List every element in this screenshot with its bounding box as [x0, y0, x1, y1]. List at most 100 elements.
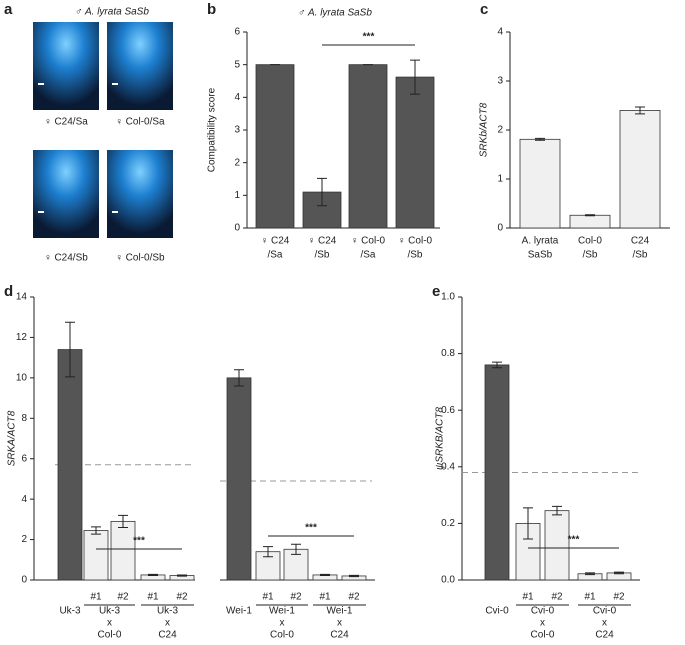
- y-tick-label: 0: [497, 223, 503, 234]
- error-bar: [320, 573, 330, 577]
- group-label: x: [540, 618, 545, 629]
- x-tick-label: #2: [290, 592, 302, 603]
- x-tick-label: #2: [117, 592, 129, 603]
- y-tick-label: 0.0: [441, 575, 455, 586]
- error-bar: [291, 543, 301, 555]
- x-tick-label: /Sb: [582, 250, 597, 261]
- group-label: C24: [595, 630, 614, 641]
- significance-label: ***: [305, 523, 317, 534]
- x-tick-label: ♀ C24: [261, 236, 290, 247]
- micrograph: [107, 150, 173, 238]
- group-label: Wei-1: [327, 606, 353, 617]
- micrograph: [107, 22, 173, 110]
- image-label: ♀ Col-0/Sb: [115, 253, 165, 264]
- y-axis-label: ψSRKB/ACT8: [435, 407, 446, 470]
- group-label: Col-0: [270, 630, 294, 641]
- group-label: x: [280, 618, 285, 629]
- y-tick-label: 14: [16, 292, 28, 303]
- group-label: Uk-3: [59, 606, 81, 617]
- panel-label: b: [207, 1, 216, 18]
- y-tick-label: 2: [234, 157, 240, 168]
- image-label: ♀ C24/Sa: [44, 117, 88, 128]
- error-bar: [118, 514, 128, 528]
- x-tick-label: #1: [90, 592, 102, 603]
- x-tick-label: /Sa: [267, 250, 282, 261]
- bar: [255, 64, 295, 229]
- error-bar: [535, 137, 545, 141]
- y-tick-label: 4: [497, 27, 503, 38]
- bar: [484, 364, 510, 581]
- group-label: x: [337, 618, 342, 629]
- error-bar: [317, 177, 327, 207]
- x-tick-label: /Sb: [407, 250, 422, 261]
- group-label: x: [602, 618, 607, 629]
- y-tick-label: 2: [21, 534, 27, 545]
- x-tick-label: /Sa: [360, 250, 375, 261]
- y-tick-label: 10: [16, 372, 28, 383]
- bar: [110, 520, 136, 581]
- group-label: C24: [158, 630, 177, 641]
- micrograph: [33, 22, 99, 110]
- group-label: Uk-3: [99, 606, 121, 617]
- group-label: Wei-1: [269, 606, 295, 617]
- y-tick-label: 6: [21, 453, 27, 464]
- error-bar: [614, 571, 624, 575]
- x-tick-label: ♀ Col-0: [398, 236, 433, 247]
- y-axis-label: Compatibility score: [207, 87, 218, 172]
- error-bar: [263, 546, 273, 558]
- group-label: Cvi-0: [593, 606, 617, 617]
- y-tick-label: 0: [234, 223, 240, 234]
- significance-label: ***: [133, 536, 145, 547]
- group-label: Wei-1: [226, 606, 252, 617]
- error-bar: [91, 526, 101, 535]
- x-tick-label: SaSb: [528, 250, 553, 261]
- y-axis-label: SRKA/ACT8: [7, 410, 18, 466]
- x-tick-label: #1: [319, 592, 331, 603]
- y-tick-label: 4: [21, 494, 27, 505]
- micrograph: [33, 150, 99, 238]
- x-tick-label: #2: [613, 592, 625, 603]
- y-tick-label: 3: [234, 125, 240, 136]
- x-tick-label: #1: [522, 592, 534, 603]
- y-tick-label: 0: [21, 575, 27, 586]
- x-tick-label: #1: [147, 592, 159, 603]
- panel-label: d: [4, 283, 13, 300]
- y-tick-label: 8: [21, 413, 27, 424]
- bar: [519, 138, 561, 229]
- bar: [569, 214, 611, 229]
- y-tick-label: 6: [234, 27, 240, 38]
- x-tick-label: A. lyrata: [522, 236, 559, 247]
- group-label: C24: [330, 630, 349, 641]
- y-tick-label: 1: [497, 174, 503, 185]
- y-tick-label: 0.2: [441, 518, 455, 529]
- bar: [395, 76, 435, 229]
- bar: [226, 377, 252, 581]
- chart-title: ♂ A. lyrata SaSb: [298, 8, 372, 19]
- significance-label: ***: [568, 535, 580, 546]
- bar: [619, 110, 661, 229]
- y-tick-label: 0.6: [441, 405, 455, 416]
- bar: [57, 349, 83, 581]
- x-tick-label: ♀ Col-0: [351, 236, 386, 247]
- group-label: Col-0: [531, 630, 555, 641]
- y-tick-label: 0.8: [441, 348, 455, 359]
- y-tick-label: 0.4: [441, 461, 455, 472]
- y-tick-label: 5: [234, 59, 240, 70]
- y-axis-label: SRKb/ACT8: [479, 102, 490, 157]
- error-bar: [148, 573, 158, 577]
- error-bar: [585, 214, 595, 217]
- group-label: x: [165, 618, 170, 629]
- x-tick-label: /Sb: [632, 250, 647, 261]
- image-label: ♀ C24/Sb: [44, 253, 88, 264]
- bar: [83, 530, 109, 581]
- error-bar: [523, 507, 533, 540]
- group-label: Cvi-0: [485, 606, 509, 617]
- significance-label: ***: [363, 32, 375, 43]
- panel-label: e: [432, 283, 440, 300]
- x-tick-label: #1: [584, 592, 596, 603]
- panel-label: c: [480, 1, 488, 18]
- x-tick-label: #2: [348, 592, 360, 603]
- group-label: Col-0: [98, 630, 122, 641]
- group-label: Uk-3: [157, 606, 179, 617]
